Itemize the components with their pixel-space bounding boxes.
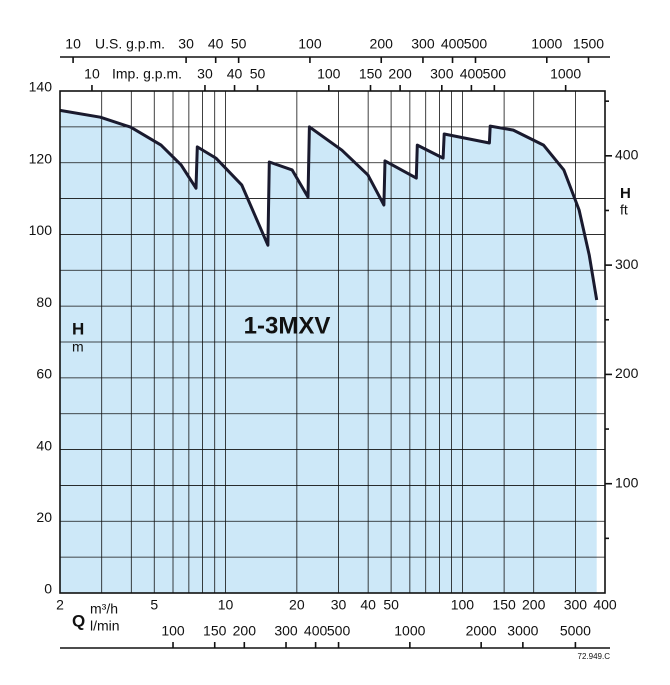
x2-tick-label: 1000 [394, 623, 425, 639]
top-tick-label: 300 [411, 36, 435, 52]
x-tick-label: 20 [289, 597, 305, 613]
y-tick-label: 40 [36, 437, 52, 453]
x-label: m³/h [90, 601, 118, 617]
x2-tick-label: 500 [327, 623, 351, 639]
top-tick-label: 1500 [573, 36, 604, 52]
top-tick-label: 10 [84, 66, 100, 82]
x-tick-label: 400 [593, 597, 617, 613]
top-tick-label: 50 [250, 66, 266, 82]
top-tick-label: 200 [370, 36, 394, 52]
y-label: H [72, 319, 84, 338]
x-tick-label: 40 [360, 597, 376, 613]
curve [59, 108, 599, 301]
x-tick-label: 150 [492, 597, 516, 613]
code: 72.949.C [578, 652, 611, 661]
plot-border [59, 90, 606, 594]
x2-label: l/min [90, 618, 120, 634]
plot-area [60, 110, 597, 594]
x2-tick-label: 5000 [560, 623, 591, 639]
x2-tick-label: 100 [161, 623, 185, 639]
y2-unit: ft [620, 202, 628, 218]
top-tick-label: 1000 [550, 66, 581, 82]
y-tick-label: 100 [29, 222, 53, 238]
y2-label: H [620, 185, 631, 202]
top-tick-label: 400 [441, 36, 465, 52]
top-axis-label: Imp. g.p.m. [112, 66, 182, 82]
x-tick-label: 100 [451, 597, 475, 613]
top-tick-label: 10 [65, 36, 81, 52]
y-tick-label: 140 [29, 79, 53, 95]
y2-tick-label: 300 [615, 256, 639, 272]
top-tick-label: 40 [227, 66, 243, 82]
y2-tick-label: 100 [615, 474, 639, 490]
chart-title: 1-3MXV [244, 312, 331, 339]
top-tick-label: 150 [359, 66, 383, 82]
x2-tick-label: 2000 [466, 623, 497, 639]
top-tick-label: 30 [197, 66, 213, 82]
y-tick-label: 80 [36, 294, 52, 310]
top-axis-label: U.S. g.p.m. [95, 36, 165, 52]
x-tick-label: 300 [564, 597, 588, 613]
x-tick-label: 30 [331, 597, 347, 613]
x-tick-label: 10 [218, 597, 234, 613]
top-tick-label: 400 [460, 66, 484, 82]
x-tick-label: 50 [383, 597, 399, 613]
y-tick-label: 60 [36, 366, 52, 382]
x2-tick-label: 150 [203, 623, 227, 639]
top-tick-label: 40 [208, 36, 224, 52]
x-label-q: Q [72, 611, 85, 630]
top-tick-label: 500 [464, 36, 488, 52]
top-tick-label: 100 [317, 66, 341, 82]
x-tick-label: 5 [150, 597, 158, 613]
y2-tick-label: 400 [615, 147, 639, 163]
x2-tick-label: 400 [304, 623, 328, 639]
y-tick-label: 0 [44, 581, 52, 597]
top-tick-label: 200 [388, 66, 412, 82]
area-fill [60, 110, 597, 594]
x2-tick-label: 300 [274, 623, 298, 639]
y2-tick-label: 200 [615, 365, 639, 381]
x-tick-label: 200 [522, 597, 546, 613]
top-tick-label: 1000 [531, 36, 562, 52]
top-tick-label: 30 [178, 36, 194, 52]
y-tick-label: 20 [36, 509, 52, 525]
y-tick-label: 120 [29, 150, 53, 166]
x-tick-label: 2 [56, 597, 64, 613]
top-tick-label: 500 [483, 66, 507, 82]
top-tick-label: 300 [430, 66, 454, 82]
top-tick-label: 50 [231, 36, 247, 52]
top-tick-label: 100 [298, 36, 322, 52]
x2-tick-label: 3000 [507, 623, 538, 639]
x2-tick-label: 200 [233, 623, 257, 639]
y-unit: m [72, 339, 84, 355]
